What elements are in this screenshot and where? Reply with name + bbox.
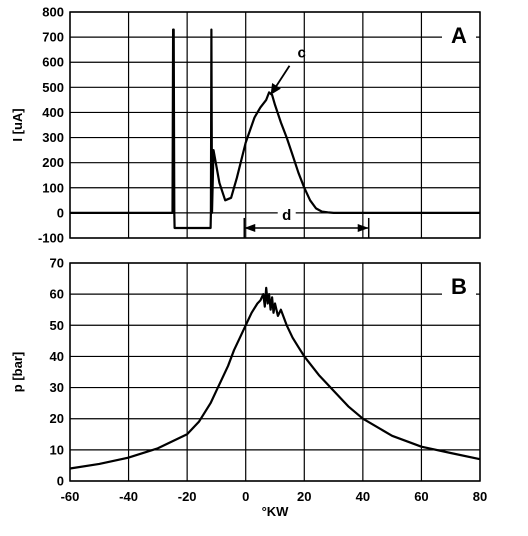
chart-a-annotation-span-head-right-1 (357, 223, 369, 232)
chart-a-ytick-label-2: 100 (42, 180, 64, 195)
chart-b-xtick-label-2: -20 (178, 489, 197, 504)
chart-a-ytick-label-4: 300 (42, 130, 64, 145)
chart-a-ytick-label-0: -100 (38, 231, 64, 246)
chart-b-xtick-label-3: 0 (242, 489, 249, 504)
chart-b-x-axis-label: °KW (262, 504, 290, 519)
chart-a-ytick-label-7: 600 (42, 55, 64, 70)
chart-b-y-axis-label: p [bar] (10, 352, 25, 392)
chart-a-y-axis-label: I [uA] (10, 108, 25, 141)
chart-b-ytick-label-6: 60 (50, 287, 64, 302)
chart-a-ytick-label-5: 400 (42, 105, 64, 120)
chart-a-annotation-label-1: d (282, 207, 291, 224)
chart-b-xtick-label-5: 40 (356, 489, 370, 504)
chart-b-frame (69, 262, 481, 482)
chart-b-ytick-label-4: 40 (50, 349, 64, 364)
chart-b-xtick-label-0: -60 (61, 489, 80, 504)
chart-a-ytick-label-6: 500 (42, 80, 64, 95)
chart-b-ytick-label-1: 10 (50, 442, 64, 457)
chart-b-panel-label-bg (442, 271, 476, 299)
chart-b-series-line-0 (69, 286, 481, 470)
chart-b-ytick-label-2: 20 (50, 411, 64, 426)
chart-b-ytick-label-7: 70 (50, 256, 64, 271)
chart-a-frame (69, 11, 481, 239)
chart-a-series-line-0 (70, 28, 480, 230)
panel-b: 0 10 20 30 40 50 60 70 -60 -40 -20 0 20 40 60 80 p [bar]… (10, 256, 487, 520)
chart-a-ytick-label-9: 800 (42, 5, 64, 20)
chart-b-xtick-label-1: -40 (119, 489, 138, 504)
chart-b-ytick-label-0: 0 (57, 474, 64, 489)
chart-a-ytick-label-8: 700 (42, 30, 64, 45)
chart-a-panel-label: A (451, 23, 467, 48)
chart-a-panel-label-bg (442, 20, 476, 48)
chart-b-xtick-label-7: 80 (473, 489, 487, 504)
panel-a: -100 0 100 200 300 400 500 600 700 800 I [uA] Ac d (10, 5, 481, 246)
chart-a-ytick-label-1: 0 (57, 205, 64, 220)
chart-b-ytick-label-3: 30 (50, 380, 64, 395)
chart-b-ytick-label-5: 50 (50, 318, 64, 333)
chart-a-ytick-label-3: 200 (42, 155, 64, 170)
chart-a-annotation-arrowhead-0 (270, 82, 281, 95)
chart-a-annotation-label-0: c (298, 45, 306, 62)
chart-b-xtick-label-4: 20 (297, 489, 311, 504)
chart-a-annotation-span-head-left-1 (244, 223, 256, 232)
chart-b-panel-label: B (451, 274, 467, 299)
chart-b-xtick-label-6: 60 (414, 489, 428, 504)
chart-a-annotation-label-bg-1 (277, 206, 296, 223)
